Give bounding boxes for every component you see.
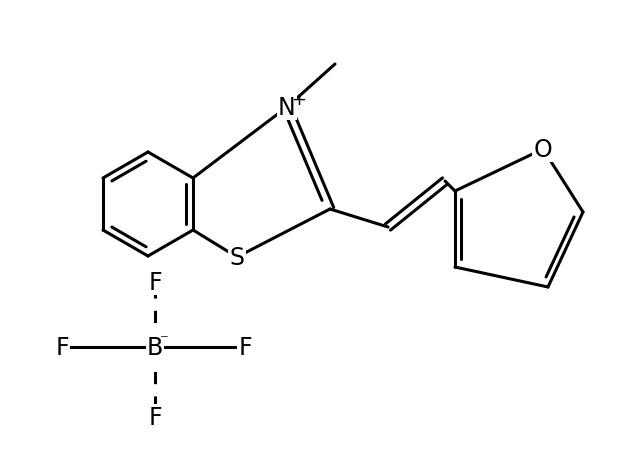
Text: O: O xyxy=(534,138,552,162)
Text: F: F xyxy=(55,335,69,359)
Text: S: S xyxy=(230,245,244,269)
Text: F: F xyxy=(148,270,162,294)
Text: F: F xyxy=(148,405,162,429)
Text: B: B xyxy=(147,335,163,359)
Text: ⁻: ⁻ xyxy=(159,330,168,348)
Text: N: N xyxy=(278,96,296,120)
Text: F: F xyxy=(238,335,252,359)
Text: +: + xyxy=(291,91,307,109)
